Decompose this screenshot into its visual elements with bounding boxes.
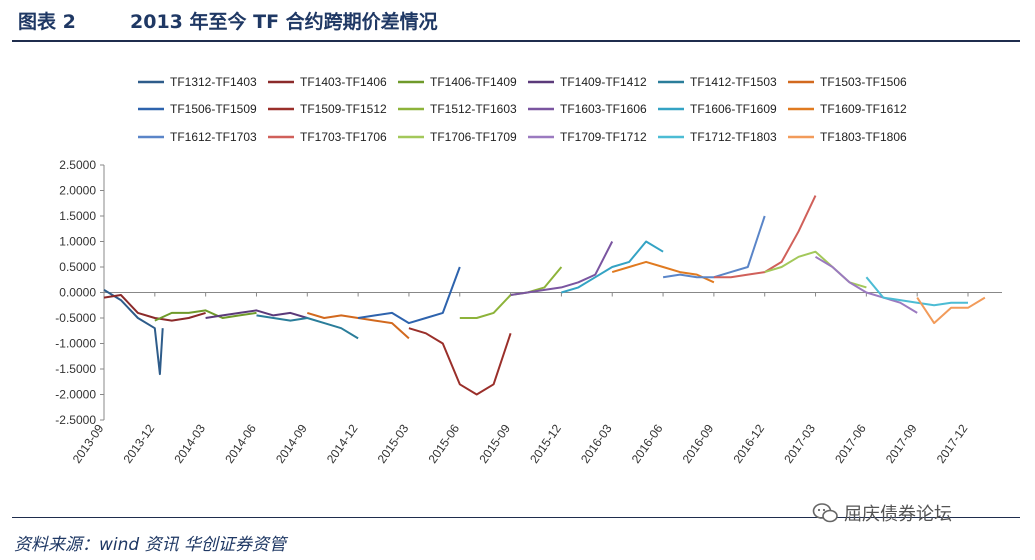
legend-label: TF1512-TF1603 xyxy=(430,102,517,116)
x-tick-label: 2017-12 xyxy=(934,421,971,465)
series-line-TF1509-TF1512 xyxy=(408,327,512,396)
series-line-TF1803-TF1806 xyxy=(916,296,986,325)
watermark: 屈庆债券论坛 xyxy=(812,498,952,528)
legend-label: TF1509-TF1512 xyxy=(300,102,387,116)
y-tick-label: 2.5000 xyxy=(59,158,96,172)
figure-title: 2013 年至今 TF 合约跨期价差情况 xyxy=(130,11,438,33)
x-tick-label: 2014-09 xyxy=(273,421,310,465)
figure-header: 图表 2 2013 年至今 TF 合约跨期价差情况 xyxy=(12,0,1020,42)
legend-label: TF1603-TF1606 xyxy=(560,102,647,116)
legend-label: TF1609-TF1612 xyxy=(820,102,907,116)
legend-label: TF1703-TF1706 xyxy=(300,130,387,144)
chat-bubble-icon xyxy=(812,503,838,523)
line-chart: 2.5000 2.0000 1.5000 1.0000 0.5000 0.0000 -0.5… xyxy=(55,75,1002,466)
series-line-TF1609-TF1612 xyxy=(611,260,715,284)
series-line-TF1412-TF1503 xyxy=(256,314,359,340)
series-line-TF1403-TF1406 xyxy=(103,294,206,322)
watermark-text: 屈庆债券论坛 xyxy=(844,504,952,525)
legend-label: TF1803-TF1806 xyxy=(820,130,907,144)
legend-label: TF1706-TF1709 xyxy=(430,130,517,144)
y-tick-label: 2.0000 xyxy=(59,184,96,198)
x-tick-label: 2013-09 xyxy=(70,421,107,465)
legend-label: TF1712-TF1803 xyxy=(690,130,777,144)
legend-label: TF1409-TF1412 xyxy=(560,75,647,89)
series-line-TF1612-TF1703 xyxy=(662,215,766,279)
series-line-TF1709-TF1712 xyxy=(814,255,918,314)
y-tick-label: -2.0000 xyxy=(55,388,96,402)
y-tick-label: 1.5000 xyxy=(59,209,96,223)
x-tick-label: 2017-06 xyxy=(832,421,869,465)
x-tick-label: 2016-06 xyxy=(629,421,666,465)
x-tick-label: 2014-12 xyxy=(324,421,361,465)
y-tick-label: 1.0000 xyxy=(59,235,96,249)
x-tick-label: 2015-03 xyxy=(375,421,412,465)
legend-label: TF1709-TF1712 xyxy=(560,130,647,144)
figure-label: 图表 2 xyxy=(18,11,76,33)
source-note: 资料来源：wind 资讯 华创证券资管 xyxy=(14,535,286,555)
x-tick-label: 2015-09 xyxy=(476,421,513,465)
x-tick-label: 2016-12 xyxy=(730,421,767,465)
y-tick-label: -0.5000 xyxy=(55,311,96,325)
series-line-TF1503-TF1506 xyxy=(307,311,410,340)
y-tick-label: -1.5000 xyxy=(55,362,96,376)
x-tick-label: 2017-03 xyxy=(781,421,818,465)
legend-label: TF1312-TF1403 xyxy=(170,75,257,89)
y-tick-label: 0.0000 xyxy=(59,286,96,300)
legend-label: TF1606-TF1609 xyxy=(690,102,777,116)
series-line-TF1603-TF1606 xyxy=(510,241,614,296)
y-tick-label: -1.0000 xyxy=(55,337,96,351)
x-tick-label: 2016-03 xyxy=(578,421,615,465)
x-tick-label: 2015-12 xyxy=(527,421,564,465)
x-tick-label: 2013-12 xyxy=(121,421,158,465)
footer-divider xyxy=(12,517,1020,518)
x-tick-label: 2016-09 xyxy=(680,421,717,465)
legend-label: TF1506-TF1509 xyxy=(170,102,257,116)
series-line-TF1312-TF1403 xyxy=(103,289,164,376)
x-tick-label: 2014-03 xyxy=(171,421,208,465)
legend-label: TF1503-TF1506 xyxy=(820,75,907,89)
x-tick-label: 2015-06 xyxy=(425,421,462,465)
series-line-TF1409-TF1412 xyxy=(205,309,308,319)
x-tick-label: 2017-09 xyxy=(883,421,920,465)
legend-label: TF1612-TF1703 xyxy=(170,130,257,144)
legend-label: TF1406-TF1409 xyxy=(430,75,517,89)
legend-label: TF1403-TF1406 xyxy=(300,75,387,89)
series-line-TF1506-TF1509 xyxy=(357,266,461,325)
series-line-TF1406-TF1409 xyxy=(154,309,257,322)
series-line-TF1712-TF1803 xyxy=(865,276,968,307)
x-tick-label: 2014-06 xyxy=(222,421,259,465)
y-tick-label: 0.5000 xyxy=(59,260,96,274)
legend-label: TF1412-TF1503 xyxy=(690,75,777,89)
series-line-TF1606-TF1609 xyxy=(561,240,664,294)
series-line-TF1703-TF1706 xyxy=(713,195,817,279)
y-tick-label: -2.5000 xyxy=(55,413,96,427)
